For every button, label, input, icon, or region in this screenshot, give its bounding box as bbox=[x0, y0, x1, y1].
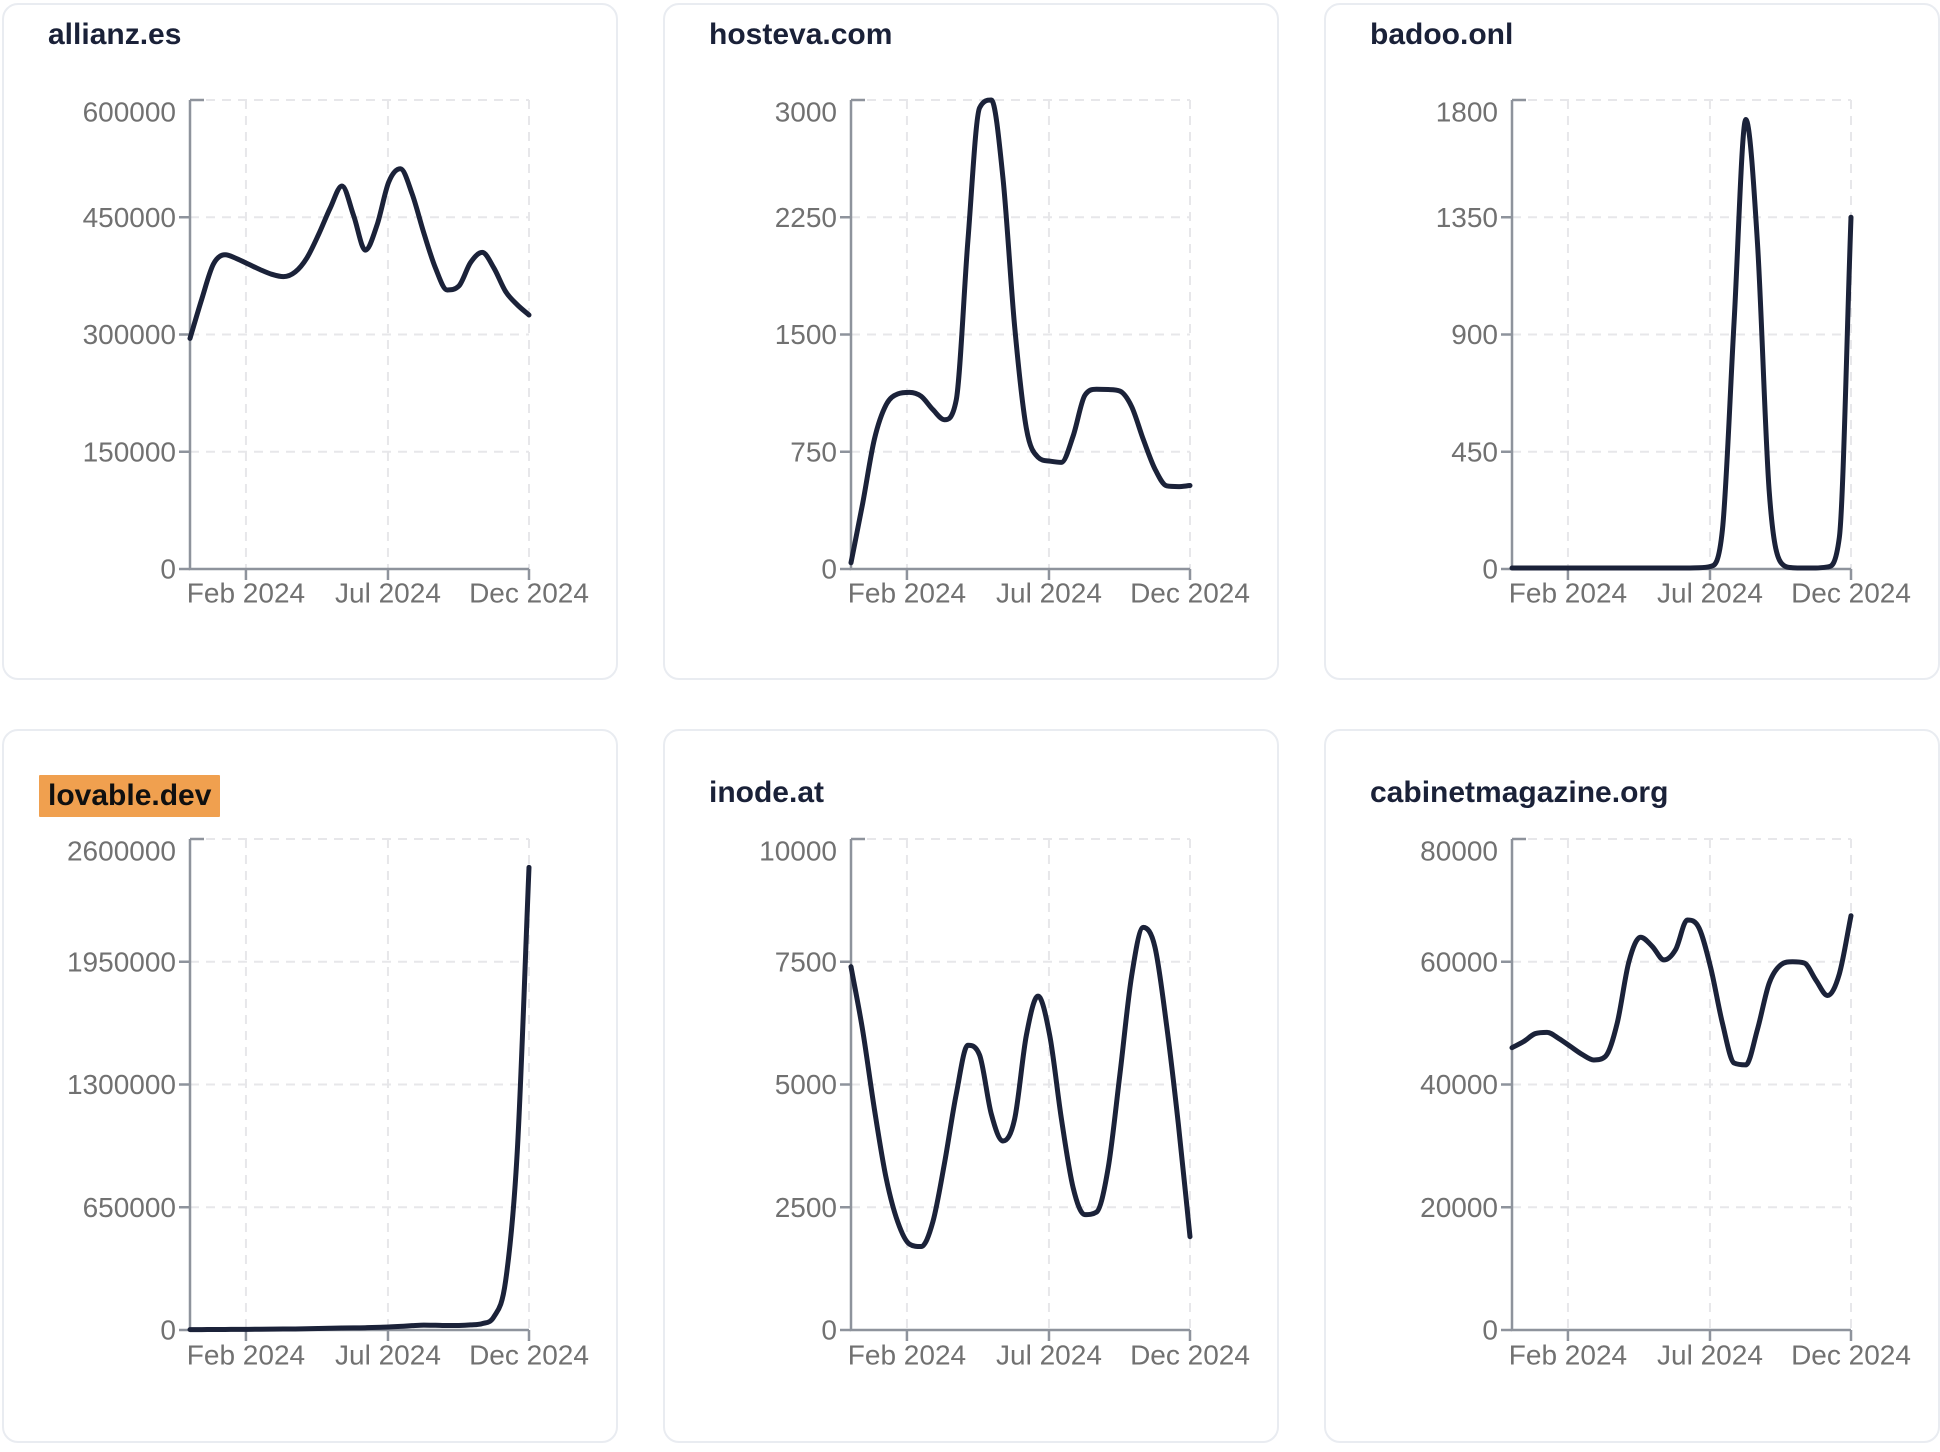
x-tick-label: Dec 2024 bbox=[469, 578, 589, 609]
card-title: badoo.onl bbox=[1370, 17, 1513, 53]
series-line bbox=[187, 166, 532, 341]
domain-card-inode[interactable]: inode.at 0 2500 5000 7500 10000 Feb 2024 Jul 2… bbox=[663, 729, 1279, 1443]
y-tick-label: 2250 bbox=[775, 202, 837, 233]
y-tick-label: 450 bbox=[1451, 436, 1498, 467]
traffic-line-chart: 0 650000 1300000 1950000 2600000 Feb 2024 Jul … bbox=[67, 836, 589, 1371]
domain-name: cabinetmagazine.org bbox=[1370, 776, 1669, 809]
x-tick-label: Feb 2024 bbox=[1509, 578, 1627, 609]
domain-name: badoo.onl bbox=[1370, 18, 1514, 51]
series-line bbox=[1509, 117, 1854, 571]
y-tick-label: 0 bbox=[160, 554, 176, 585]
y-tick-label: 2600000 bbox=[67, 836, 176, 867]
y-tick-label: 300000 bbox=[83, 319, 176, 350]
x-tick-label: Jul 2024 bbox=[996, 578, 1102, 609]
traffic-line-chart: 0 750 1500 2250 3000 Feb 2024 Jul 2024 Dec 2024 bbox=[775, 97, 1250, 609]
y-tick-label: 1800 bbox=[1436, 97, 1498, 128]
y-tick-label: 1350 bbox=[1436, 202, 1498, 233]
domain-card-cabinetmagazine[interactable]: cabinetmagazine.org 0 20000 40000 60000 8000… bbox=[1324, 729, 1940, 1443]
card-title: inode.at bbox=[709, 775, 824, 811]
domain-card-hosteva[interactable]: hosteva.com 0 750 1500 2250 3000 Feb 2024 Jul … bbox=[663, 3, 1279, 680]
x-tick-label: Jul 2024 bbox=[335, 578, 441, 609]
y-tick-label: 3000 bbox=[775, 97, 837, 128]
traffic-line-chart: 0 2500 5000 7500 10000 Feb 2024 Jul 2024 Dec 20… bbox=[759, 836, 1250, 1371]
y-tick-label: 0 bbox=[1482, 1315, 1498, 1346]
x-tick-label: Jul 2024 bbox=[996, 1340, 1102, 1371]
x-tick-label: Feb 2024 bbox=[848, 1340, 966, 1371]
y-tick-label: 20000 bbox=[1420, 1192, 1498, 1223]
y-tick-label: 600000 bbox=[83, 97, 176, 128]
traffic-line-chart: 0 20000 40000 60000 80000 Feb 2024 Jul 2024 Dec… bbox=[1420, 836, 1911, 1371]
y-tick-label: 650000 bbox=[83, 1192, 176, 1223]
series-line bbox=[187, 864, 532, 1333]
card-title: allianz.es bbox=[48, 17, 181, 53]
y-tick-label: 0 bbox=[821, 554, 837, 585]
y-tick-label: 0 bbox=[1482, 554, 1498, 585]
x-tick-label: Dec 2024 bbox=[1791, 578, 1911, 609]
x-tick-label: Dec 2024 bbox=[469, 1340, 589, 1371]
domain-name: hosteva.com bbox=[709, 18, 893, 51]
y-tick-label: 1500 bbox=[775, 319, 837, 350]
y-tick-label: 0 bbox=[821, 1315, 837, 1346]
y-tick-label: 5000 bbox=[775, 1069, 837, 1100]
series-line bbox=[848, 97, 1193, 566]
card-title: cabinetmagazine.org bbox=[1370, 775, 1668, 811]
x-tick-label: Feb 2024 bbox=[187, 578, 305, 609]
x-tick-label: Jul 2024 bbox=[1657, 1340, 1763, 1371]
x-tick-label: Feb 2024 bbox=[848, 578, 966, 609]
domain-name-highlighted: lovable.dev bbox=[39, 775, 221, 817]
y-tick-label: 7500 bbox=[775, 946, 837, 977]
domain-card-allianz[interactable]: allianz.es 0 150000 300000 450000 600000 Feb … bbox=[2, 3, 618, 680]
x-tick-label: Feb 2024 bbox=[187, 1340, 305, 1371]
y-tick-label: 0 bbox=[160, 1315, 176, 1346]
series-line bbox=[848, 924, 1193, 1250]
domain-card-badoo[interactable]: badoo.onl 0 450 900 1350 1800 Feb 2024 Jul 202… bbox=[1324, 3, 1940, 680]
card-title: hosteva.com bbox=[709, 17, 892, 53]
y-tick-label: 1300000 bbox=[67, 1069, 176, 1100]
y-tick-label: 900 bbox=[1451, 319, 1498, 350]
x-tick-label: Jul 2024 bbox=[335, 1340, 441, 1371]
y-tick-label: 750 bbox=[790, 436, 837, 467]
y-tick-label: 150000 bbox=[83, 436, 176, 467]
x-tick-label: Dec 2024 bbox=[1130, 578, 1250, 609]
y-tick-label: 450000 bbox=[83, 202, 176, 233]
y-tick-label: 10000 bbox=[759, 836, 837, 867]
traffic-line-chart: 0 150000 300000 450000 600000 Feb 2024 Jul 202… bbox=[83, 97, 589, 609]
series-line bbox=[1509, 913, 1854, 1068]
y-tick-label: 60000 bbox=[1420, 946, 1498, 977]
y-tick-label: 40000 bbox=[1420, 1069, 1498, 1100]
y-tick-label: 1950000 bbox=[67, 946, 176, 977]
domain-card-lovable[interactable]: lovable.dev 0 650000 1300000 1950000 2600000… bbox=[2, 729, 618, 1443]
x-tick-label: Jul 2024 bbox=[1657, 578, 1763, 609]
traffic-line-chart: 0 450 900 1350 1800 Feb 2024 Jul 2024 Dec 2024 bbox=[1436, 97, 1911, 609]
x-tick-label: Dec 2024 bbox=[1791, 1340, 1911, 1371]
card-title: lovable.dev bbox=[39, 775, 221, 817]
y-tick-label: 80000 bbox=[1420, 836, 1498, 867]
domain-name: allianz.es bbox=[48, 18, 182, 51]
y-tick-label: 2500 bbox=[775, 1192, 837, 1223]
x-tick-label: Dec 2024 bbox=[1130, 1340, 1250, 1371]
domain-name: inode.at bbox=[709, 776, 825, 809]
x-tick-label: Feb 2024 bbox=[1509, 1340, 1627, 1371]
